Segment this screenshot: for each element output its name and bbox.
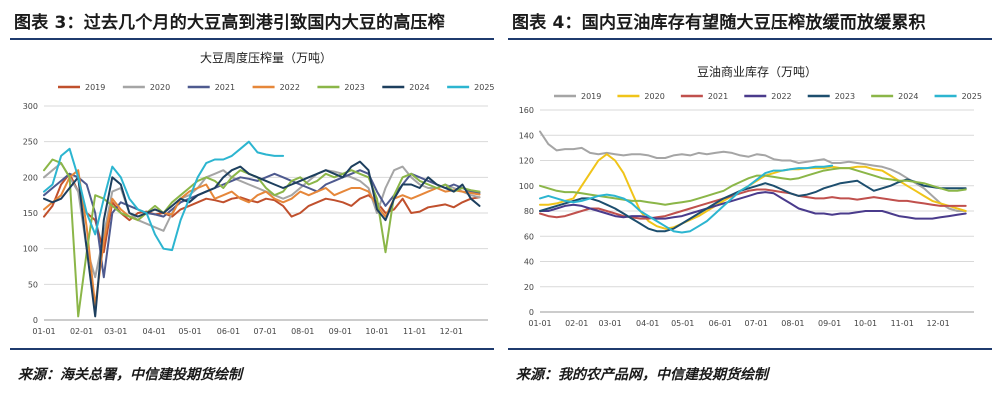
crush-legend-label-2022: 2022 — [280, 83, 300, 92]
crush-y-tick-150: 150 — [23, 209, 38, 218]
crush-y-tick-250: 250 — [23, 138, 38, 147]
crush-legend-label-2025: 2025 — [474, 83, 494, 92]
soybean-crush-chart: 大豆周度压榨量（万吨） 2019 2020 2021 2022 2023 2024 2025 0… — [10, 44, 494, 342]
soyoil-legend-label-2022: 2022 — [771, 92, 791, 101]
soyoil-stock-chart-svg: 豆油商业库存（万吨）2019 2020 2021 2022 2023 2024 202502… — [519, 64, 982, 328]
crush-x-tick-09-01: 09-01 — [329, 327, 352, 336]
soyoil-legend-label-2024: 2024 — [898, 92, 918, 101]
crush-series-line-2025 — [43, 140, 285, 252]
soyoil-chart-title: 豆油商业库存（万吨） — [697, 64, 817, 79]
soyoil-x-tick-08-01: 08-01 — [781, 319, 804, 328]
crush-legend-label-2023: 2023 — [344, 83, 364, 92]
left-source-rule — [10, 348, 494, 350]
crush-series-line-2020 — [43, 162, 481, 279]
soyoil-x-tick-11-01: 11-01 — [891, 319, 914, 328]
soyoil-legend-label-2020: 2020 — [644, 92, 664, 101]
soyoil-series-line-2024 — [539, 167, 967, 206]
right-source-note: 来源：我的农产品网，中信建投期货绘制 — [516, 367, 768, 383]
soyoil-x-tick-09-01: 09-01 — [818, 319, 841, 328]
left-figure-title: 图表 3：过去几个月的大豆高到港引致国内大豆的高压榨 — [14, 13, 445, 33]
soybean-crush-chart-svg: 大豆周度压榨量（万吨） 2019 2020 2021 2022 2023 2024 2025 0… — [23, 50, 494, 336]
soyoil-x-tick-03-01: 03-01 — [598, 319, 621, 328]
crush-x-tick-02-01: 02-01 — [70, 327, 93, 336]
crush-x-tick-01-01: 01-01 — [32, 327, 55, 336]
crush-x-tick-10-01: 10-01 — [365, 327, 388, 336]
crush-y-tick-50: 50 — [28, 280, 38, 289]
right-title-rule — [508, 38, 992, 40]
soyoil-x-tick-07-01: 07-01 — [745, 319, 768, 328]
soyoil-y-tick-40: 40 — [524, 258, 534, 267]
crush-series-line-2022 — [43, 169, 481, 307]
soyoil-legend-label-2019: 2019 — [581, 92, 601, 101]
soyoil-series-line-2021 — [539, 188, 967, 220]
crush-y-tick-0: 0 — [33, 316, 38, 325]
crush-x-tick-03-01: 03-01 — [104, 327, 127, 336]
soyoil-legend-label-2023: 2023 — [835, 92, 855, 101]
soyoil-y-tick-20: 20 — [524, 283, 534, 292]
soyoil-x-tick-04-01: 04-01 — [636, 319, 659, 328]
soyoil-x-tick-01-01: 01-01 — [528, 319, 551, 328]
crush-x-tick-12-01: 12-01 — [440, 327, 463, 336]
crush-legend-label-2024: 2024 — [409, 83, 429, 92]
left-source-note: 来源：海关总署，中信建投期货绘制 — [18, 367, 242, 383]
soyoil-y-tick-120: 120 — [519, 157, 534, 166]
soyoil-y-tick-60: 60 — [524, 232, 534, 241]
soyoil-series-line-2025 — [539, 164, 834, 234]
soyoil-y-tick-160: 160 — [519, 106, 534, 115]
soyoil-y-tick-140: 140 — [519, 131, 534, 140]
soyoil-legend-label-2025: 2025 — [962, 92, 982, 101]
soyoil-legend-label-2021: 2021 — [708, 92, 728, 101]
crush-x-tick-05-01: 05-01 — [178, 327, 201, 336]
right-source-rule — [508, 348, 992, 350]
crush-x-tick-04-01: 04-01 — [143, 327, 166, 336]
crush-legend-label-2020: 2020 — [150, 83, 170, 92]
crush-y-tick-200: 200 — [23, 173, 38, 182]
right-figure-title: 图表 4：国内豆油库存有望随大豆压榨放缓而放缓累积 — [512, 13, 926, 33]
soyoil-series-line-2023 — [539, 178, 967, 233]
soyoil-x-tick-12-01: 12-01 — [926, 319, 949, 328]
crush-y-tick-300: 300 — [23, 102, 38, 111]
left-figure-panel: 图表 3：过去几个月的大豆高到港引致国内大豆的高压榨 大豆周度压榨量（万吨） 20… — [10, 0, 494, 400]
crush-legend-label-2019: 2019 — [85, 83, 105, 92]
crush-legend-label-2021: 2021 — [215, 83, 235, 92]
crush-y-tick-100: 100 — [23, 245, 38, 254]
right-figure-panel: 图表 4：国内豆油库存有望随大豆压榨放缓而放缓累积 豆油商业库存（万吨） 2019… — [508, 0, 992, 400]
crush-x-tick-07-01: 07-01 — [254, 327, 277, 336]
soyoil-x-tick-10-01: 10-01 — [854, 319, 877, 328]
soyoil-y-tick-80: 80 — [524, 207, 534, 216]
left-title-rule — [10, 38, 494, 40]
crush-x-tick-06-01: 06-01 — [217, 327, 240, 336]
crush-x-tick-11-01: 11-01 — [403, 327, 426, 336]
crush-series-line-2023 — [43, 158, 481, 318]
soyoil-y-tick-100: 100 — [519, 182, 534, 191]
crush-x-tick-08-01: 08-01 — [291, 327, 314, 336]
soyoil-series-line-2019 — [539, 130, 967, 212]
soyoil-x-tick-06-01: 06-01 — [709, 319, 732, 328]
crush-series-line-2024 — [43, 160, 481, 318]
soyoil-x-tick-05-01: 05-01 — [671, 319, 694, 328]
soyoil-x-tick-02-01: 02-01 — [565, 319, 588, 328]
soyoil-y-tick-0: 0 — [529, 308, 534, 317]
soyoil-series-line-2022 — [539, 191, 967, 220]
crush-chart-title: 大豆周度压榨量（万吨） — [200, 50, 332, 65]
soyoil-stock-chart: 豆油商业库存（万吨） 2019 2020 2021 2022 2023 2024 2025 0 2… — [508, 44, 992, 342]
